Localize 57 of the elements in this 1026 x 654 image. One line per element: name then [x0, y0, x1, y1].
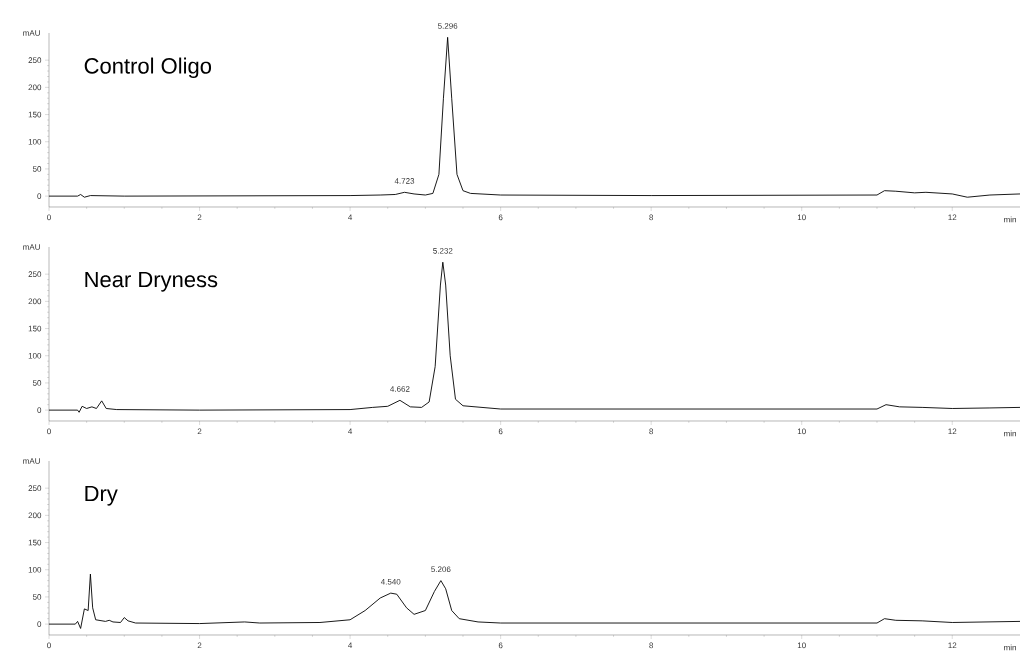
x-tick-label: 6 [498, 214, 503, 221]
y-tick-label: 100 [28, 353, 42, 359]
x-axis-title: min [1004, 644, 1016, 651]
y-tick-label: 50 [32, 380, 42, 386]
x-tick-label: 10 [797, 214, 806, 221]
y-tick-label: 0 [37, 621, 42, 628]
x-tick-label: 0 [47, 642, 51, 649]
x-tick-label: 0 [47, 428, 51, 435]
y-axis-title: mAU [23, 244, 40, 250]
x-tick-label: 12 [948, 214, 957, 221]
x-tick-label: 4 [348, 214, 353, 221]
y-tick-label: 150 [28, 539, 42, 546]
y-tick-label: 100 [28, 139, 42, 145]
y-tick-label: 200 [28, 84, 42, 91]
annotation: 5.206 [431, 566, 451, 573]
x-tick-label: 8 [649, 428, 654, 435]
line-series [48, 261, 1021, 413]
text: Dry [85, 486, 118, 506]
x-axis-title: min [1004, 430, 1016, 437]
x-tick-label: 8 [649, 642, 654, 649]
y-tick-label: 0 [37, 407, 42, 414]
y-tick-label: 100 [28, 567, 42, 573]
y-axis-title: mAU [23, 30, 40, 36]
y-tick-label: 200 [28, 298, 42, 305]
y-tick-label: 0 [37, 193, 42, 200]
y-tick-label: 250 [28, 57, 42, 64]
line-series [48, 37, 1021, 198]
y-tick-label: 50 [32, 594, 42, 600]
y-tick-label: 250 [28, 271, 42, 278]
y-tick-label: 50 [32, 166, 42, 172]
text: Near Dryness [85, 272, 218, 292]
x-tick-label: 4 [348, 428, 353, 435]
line-series [48, 573, 1021, 630]
x-tick-label: 12 [948, 642, 957, 649]
x-tick-label: 2 [197, 642, 202, 649]
annotation: 4.723 [394, 178, 415, 184]
annotation: 4.540 [380, 579, 401, 585]
x-tick-label: 8 [649, 214, 654, 221]
annotation: 5.232 [433, 248, 453, 254]
y-tick-label: 200 [28, 512, 42, 519]
x-tick-label: 2 [197, 214, 202, 221]
x-tick-label: 2 [197, 428, 202, 435]
x-tick-label: 6 [498, 428, 503, 435]
x-axis-title: min [1004, 216, 1016, 223]
x-tick-label: 6 [498, 642, 503, 649]
annotation: 4.662 [390, 386, 410, 392]
y-tick-label: 150 [28, 111, 42, 118]
annotation: 5.296 [437, 23, 458, 29]
x-tick-label: 4 [348, 642, 353, 649]
y-tick-label: 150 [28, 325, 42, 332]
x-tick-label: 10 [797, 642, 806, 649]
y-tick-label: 250 [28, 485, 42, 492]
text: Control Oligo [84, 57, 212, 79]
x-tick-label: 12 [948, 428, 957, 435]
x-tick-label: 0 [47, 214, 51, 221]
x-tick-label: 10 [797, 428, 806, 435]
y-axis-title: mAU [23, 458, 40, 464]
